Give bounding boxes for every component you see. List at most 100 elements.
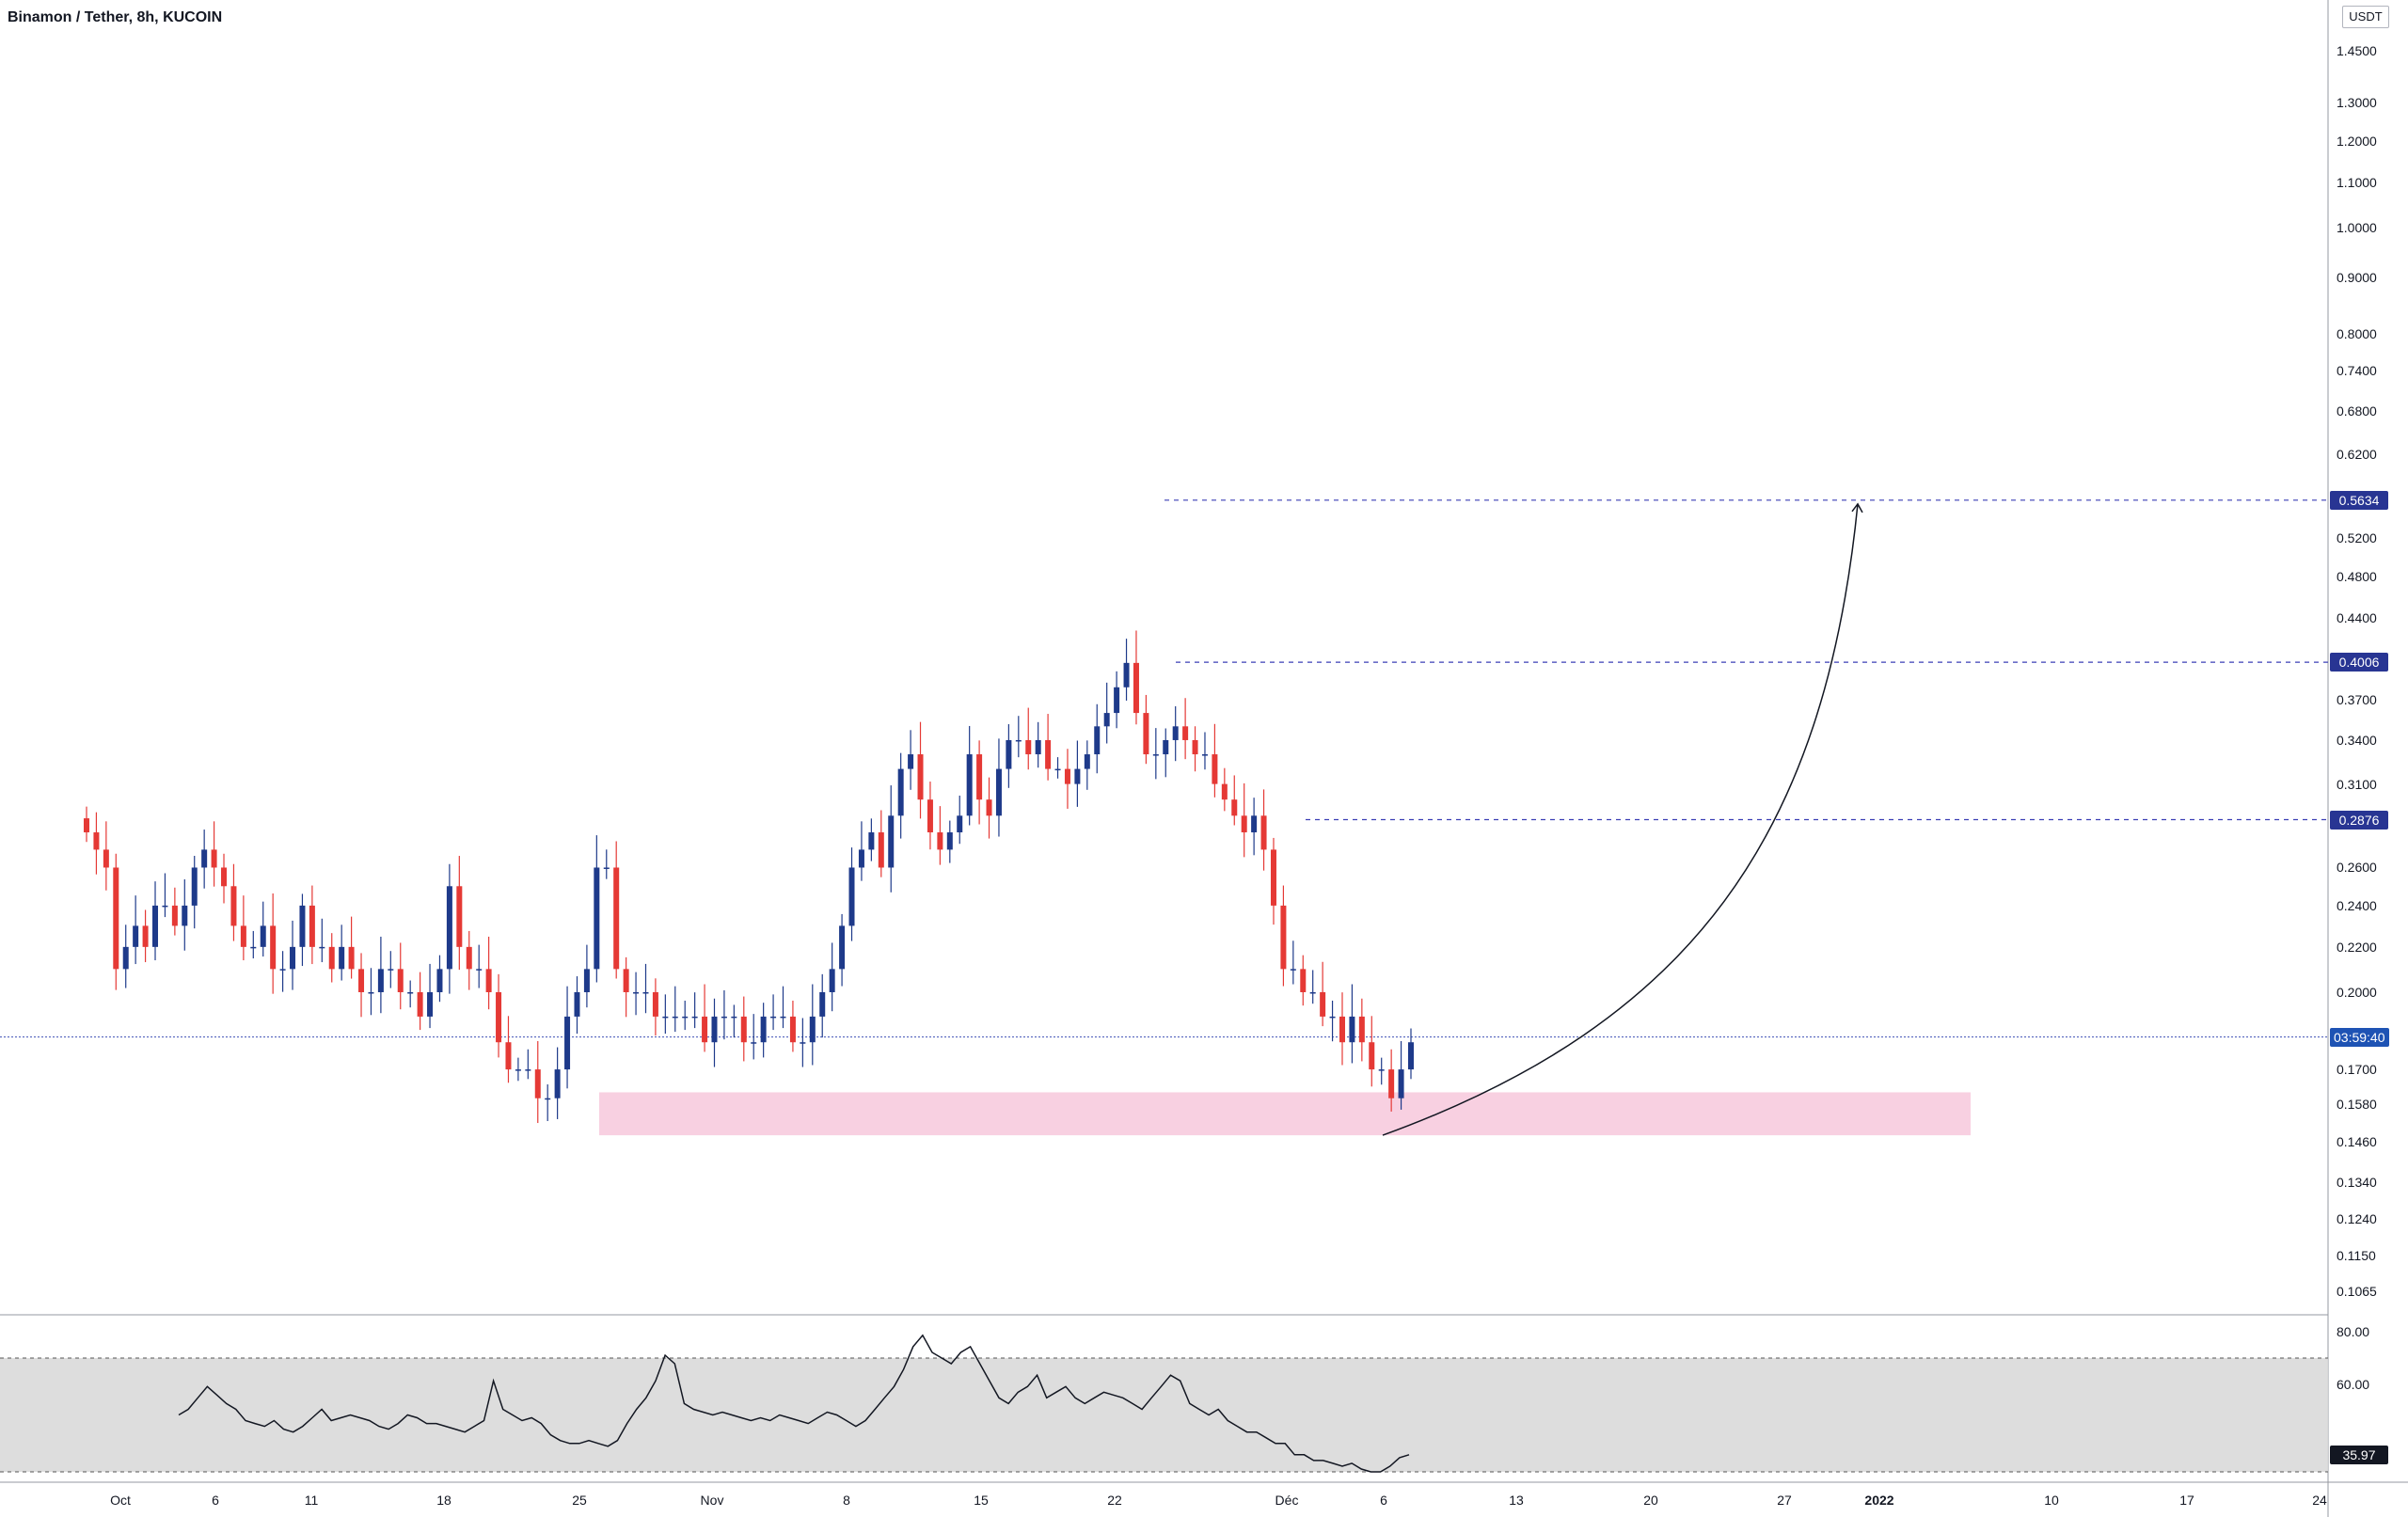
- candle-body: [1123, 662, 1130, 687]
- candle-body: [358, 969, 365, 992]
- candle-body: [868, 832, 875, 850]
- candle-body: [162, 905, 168, 908]
- candle-body: [603, 867, 610, 869]
- candle-body: [466, 946, 472, 970]
- price-tick-label: 0.6200: [2337, 447, 2377, 463]
- candle-body: [1408, 1042, 1414, 1070]
- candle-body: [133, 925, 139, 947]
- candle-body: [279, 969, 286, 971]
- candle-body: [829, 969, 835, 992]
- projection-arrow: [1382, 503, 1859, 1136]
- candle-body: [1260, 815, 1267, 850]
- candle-body: [1163, 739, 1169, 755]
- candle-body: [1054, 768, 1061, 771]
- candle-body: [407, 992, 414, 994]
- candle-body: [937, 832, 943, 850]
- candle-body: [789, 1016, 796, 1043]
- candle-body: [1231, 799, 1238, 816]
- time-tick-label: 25: [572, 1493, 587, 1508]
- candle-body: [260, 925, 266, 947]
- candle-body: [1398, 1069, 1404, 1098]
- level-price-label: 0.4006: [2330, 653, 2388, 672]
- candle-body: [240, 925, 246, 947]
- candle-body: [917, 754, 924, 800]
- candle-body: [476, 969, 483, 971]
- candle-body: [1201, 754, 1208, 756]
- candle-body: [339, 946, 345, 970]
- candle-body: [652, 992, 658, 1017]
- candle-body: [564, 1016, 571, 1070]
- candle-body: [574, 992, 580, 1017]
- time-tick-label: 6: [1380, 1493, 1387, 1508]
- candle-body: [976, 754, 983, 800]
- projection-arrow-head: [1851, 502, 1863, 514]
- candle-body: [848, 867, 855, 926]
- candle-body: [1182, 726, 1189, 740]
- candle-body: [309, 905, 315, 947]
- candle-body: [633, 992, 640, 994]
- time-tick-label: Déc: [1275, 1493, 1299, 1508]
- price-tick-label: 0.2600: [2337, 860, 2377, 876]
- candle-body: [436, 969, 443, 992]
- price-tick-label: 1.0000: [2337, 220, 2377, 235]
- price-tick-label: 0.1700: [2337, 1062, 2377, 1078]
- price-tick-label: 0.1340: [2337, 1175, 2377, 1191]
- time-tick-label: 15: [974, 1493, 989, 1508]
- candle-body: [1084, 754, 1090, 769]
- level-price-label: 0.2876: [2330, 810, 2388, 830]
- candle-body: [554, 1069, 561, 1098]
- candle-body: [397, 969, 404, 992]
- candle-body: [1192, 739, 1198, 755]
- price-tick-label: 0.7400: [2337, 363, 2377, 379]
- time-tick-label: 18: [436, 1493, 452, 1508]
- candle-body: [1280, 905, 1287, 970]
- candle-body: [927, 799, 933, 833]
- candle-body: [1152, 754, 1159, 756]
- candle-body: [858, 849, 864, 868]
- candle-body: [908, 754, 914, 769]
- candle-body: [319, 946, 325, 949]
- candle-body: [1114, 687, 1120, 714]
- candle-body: [103, 849, 109, 868]
- candle-body: [986, 799, 992, 816]
- candle-body: [270, 925, 277, 970]
- candle-body: [800, 1042, 806, 1044]
- rsi-tick-label: 80.00: [2337, 1324, 2370, 1339]
- candle-body: [642, 992, 649, 994]
- candle-body: [1300, 969, 1307, 992]
- candle-body: [721, 1016, 727, 1019]
- candle-body: [485, 969, 492, 992]
- candle-body: [1378, 1069, 1385, 1071]
- candle-body: [1329, 1016, 1336, 1019]
- candle-body: [348, 946, 355, 970]
- candle-body: [1035, 739, 1041, 755]
- candle-body: [171, 905, 178, 926]
- candle-body: [946, 832, 953, 850]
- candle-body: [613, 867, 620, 970]
- candle-body: [388, 969, 394, 971]
- support-zone: [599, 1092, 1971, 1136]
- candle-body: [819, 992, 826, 1017]
- candle-body: [1025, 739, 1032, 755]
- candle-body: [496, 992, 502, 1043]
- candle-body: [1251, 815, 1258, 833]
- candle-body: [878, 832, 884, 868]
- candle-body: [211, 849, 217, 868]
- rsi-band: [0, 1358, 2328, 1472]
- candle-body: [290, 946, 296, 970]
- currency-selector[interactable]: USDT: [2342, 6, 2389, 28]
- candle-body: [594, 867, 600, 970]
- price-tick-label: 1.2000: [2337, 133, 2377, 149]
- candle-body: [201, 849, 208, 868]
- price-tick-label: 0.1580: [2337, 1097, 2377, 1113]
- candle-body: [1358, 1016, 1365, 1043]
- candle-body: [751, 1042, 757, 1044]
- price-tick-label: 0.8000: [2337, 325, 2377, 341]
- current-price-countdown-label: 03:59:40: [2330, 1027, 2389, 1047]
- candle-body: [957, 815, 963, 833]
- candle-body: [1103, 713, 1110, 727]
- candle-body: [1094, 726, 1101, 755]
- candle-body: [1349, 1016, 1355, 1043]
- candle-body: [623, 969, 629, 992]
